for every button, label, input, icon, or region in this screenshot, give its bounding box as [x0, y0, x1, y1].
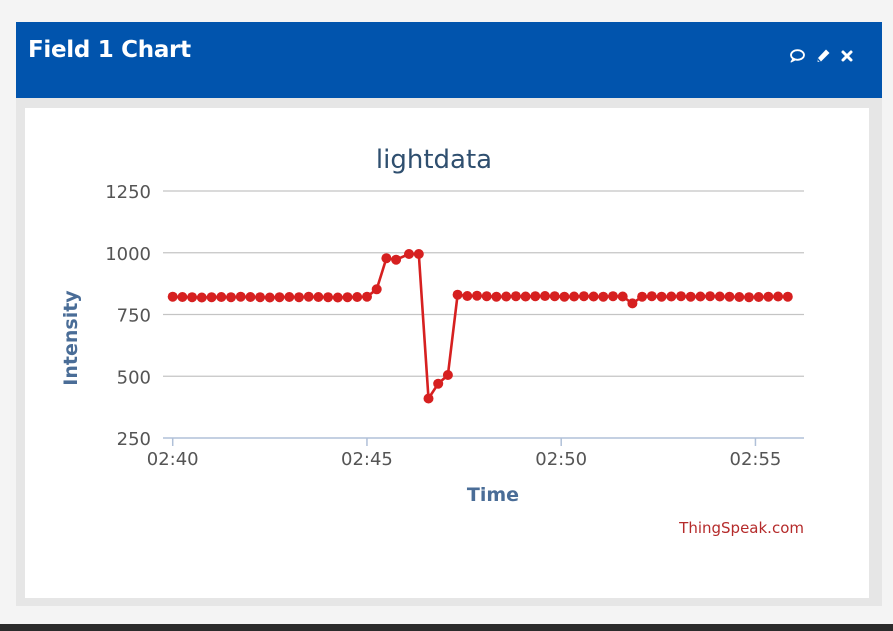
data-point: [666, 292, 676, 302]
data-point: [608, 291, 618, 301]
y-tick-label: 250: [117, 429, 151, 450]
data-point: [226, 292, 236, 302]
data-point: [725, 292, 735, 302]
data-point: [265, 293, 275, 303]
data-point: [598, 292, 608, 302]
data-point: [715, 292, 725, 302]
close-icon[interactable]: [840, 49, 854, 63]
data-point: [187, 292, 197, 302]
data-point: [676, 291, 686, 301]
data-point: [333, 293, 343, 303]
data-point: [453, 290, 463, 300]
x-tick-label: 02:45: [341, 449, 393, 470]
data-point: [323, 292, 333, 302]
data-point: [501, 292, 511, 302]
data-point: [168, 292, 178, 302]
data-point: [197, 293, 207, 303]
chart-card: lightdata 250 500 750 1000 1250 02:40 02:45 02:…: [25, 108, 869, 598]
chart-svg: lightdata 250 500 750 1000 1250 02:40 02:45 02:…: [25, 108, 869, 598]
data-point: [255, 292, 265, 302]
data-point: [284, 292, 294, 302]
data-point: [550, 291, 560, 301]
y-tick-label: 1250: [105, 182, 151, 203]
data-point: [443, 370, 453, 380]
data-point: [530, 291, 540, 301]
data-point: [372, 284, 382, 294]
data-point: [275, 292, 285, 302]
data-point: [294, 292, 304, 302]
grid-layer: [163, 191, 804, 376]
data-point: [540, 291, 550, 301]
x-tick-label: 02:55: [730, 449, 782, 470]
data-point: [472, 291, 482, 301]
y-tick-label: 750: [117, 306, 151, 327]
credit-link[interactable]: ThingSpeak.com: [678, 519, 804, 537]
data-point: [491, 292, 501, 302]
data-point: [657, 292, 667, 302]
data-point: [352, 292, 362, 302]
data-point: [362, 292, 372, 302]
data-point: [647, 291, 657, 301]
data-point: [627, 298, 637, 308]
data-point: [569, 292, 579, 302]
data-point: [313, 292, 323, 302]
data-point: [705, 291, 715, 301]
data-point: [744, 292, 754, 302]
series-layer: [168, 249, 793, 404]
y-tick-label: 500: [117, 367, 151, 388]
data-point: [482, 291, 492, 301]
data-point: [589, 292, 599, 302]
data-point: [579, 291, 589, 301]
y-tick-label: 1000: [105, 244, 151, 265]
data-point: [245, 292, 255, 302]
data-point: [424, 394, 434, 404]
pencil-icon[interactable]: [815, 48, 831, 64]
data-point: [462, 291, 472, 301]
data-point: [637, 292, 647, 302]
data-point: [433, 379, 443, 389]
data-point: [404, 249, 414, 259]
x-tick-label: 02:40: [147, 449, 199, 470]
data-point: [207, 292, 217, 302]
data-point: [236, 292, 246, 302]
data-point: [381, 253, 391, 263]
panel-icons: [788, 46, 854, 66]
data-point: [734, 292, 744, 302]
data-point: [686, 292, 696, 302]
data-point: [695, 292, 705, 302]
bottom-bar: [0, 624, 893, 631]
data-point: [618, 292, 628, 302]
data-point: [773, 292, 783, 302]
data-point: [414, 249, 424, 259]
data-point: [391, 255, 401, 265]
data-point: [521, 292, 531, 302]
data-point: [343, 292, 353, 302]
x-axis-label: Time: [467, 484, 519, 506]
data-point: [763, 292, 773, 302]
data-point: [783, 292, 793, 302]
data-point: [511, 291, 521, 301]
data-point: [216, 292, 226, 302]
data-point: [754, 292, 764, 302]
chart-panel: Field 1 Chart: [16, 22, 882, 606]
x-tick-label: 02:50: [535, 449, 587, 470]
comment-icon[interactable]: [788, 48, 806, 64]
y-axis-label: Intensity: [60, 290, 82, 386]
data-point: [559, 292, 569, 302]
data-point: [177, 292, 187, 302]
data-point: [304, 292, 314, 302]
chart-title: lightdata: [376, 145, 492, 175]
panel-header: Field 1 Chart: [16, 22, 882, 98]
panel-title: Field 1 Chart: [28, 37, 191, 63]
